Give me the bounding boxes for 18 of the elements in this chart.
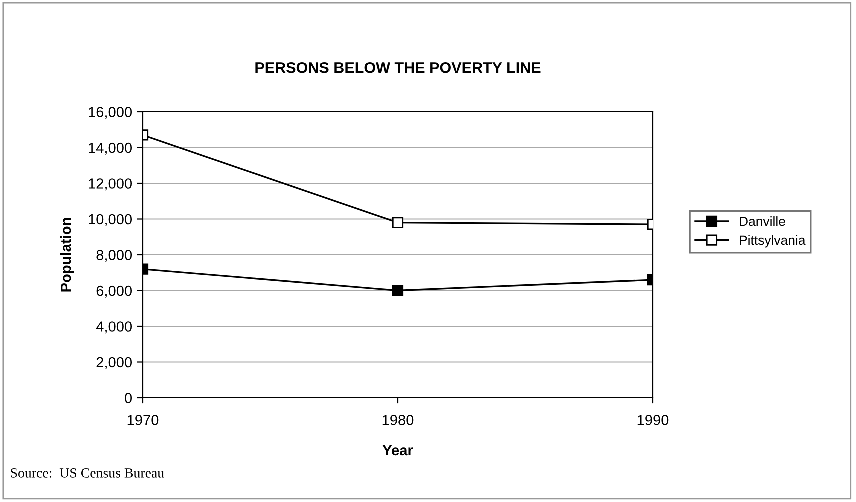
y-tick-label: 16,000 (89, 107, 132, 120)
y-tick-label: 14,000 (89, 142, 132, 155)
y-tick-label: 10,000 (89, 214, 132, 226)
y-axis-title: Population (60, 218, 74, 292)
y-tick-label: 6,000 (96, 286, 132, 298)
y-tick-label: 4,000 (96, 322, 132, 334)
legend-label: Danville (740, 216, 786, 226)
x-tick-label: 1980 (382, 415, 414, 426)
y-tick-label: 8,000 (96, 250, 132, 262)
source-note: Source: US Census Bureau (11, 468, 164, 478)
y-tick-label: 0 (125, 393, 132, 404)
chart-title: PERSONS BELOW THE POVERTY LINE (256, 62, 541, 74)
y-tick-label: 12,000 (89, 178, 132, 191)
x-tick-label: 1990 (638, 415, 669, 426)
legend-label: Pittsylvania (740, 235, 806, 248)
x-axis-title: Year (382, 445, 414, 456)
x-tick-label: 1970 (128, 415, 159, 426)
y-tick-label: 2,000 (96, 357, 132, 370)
